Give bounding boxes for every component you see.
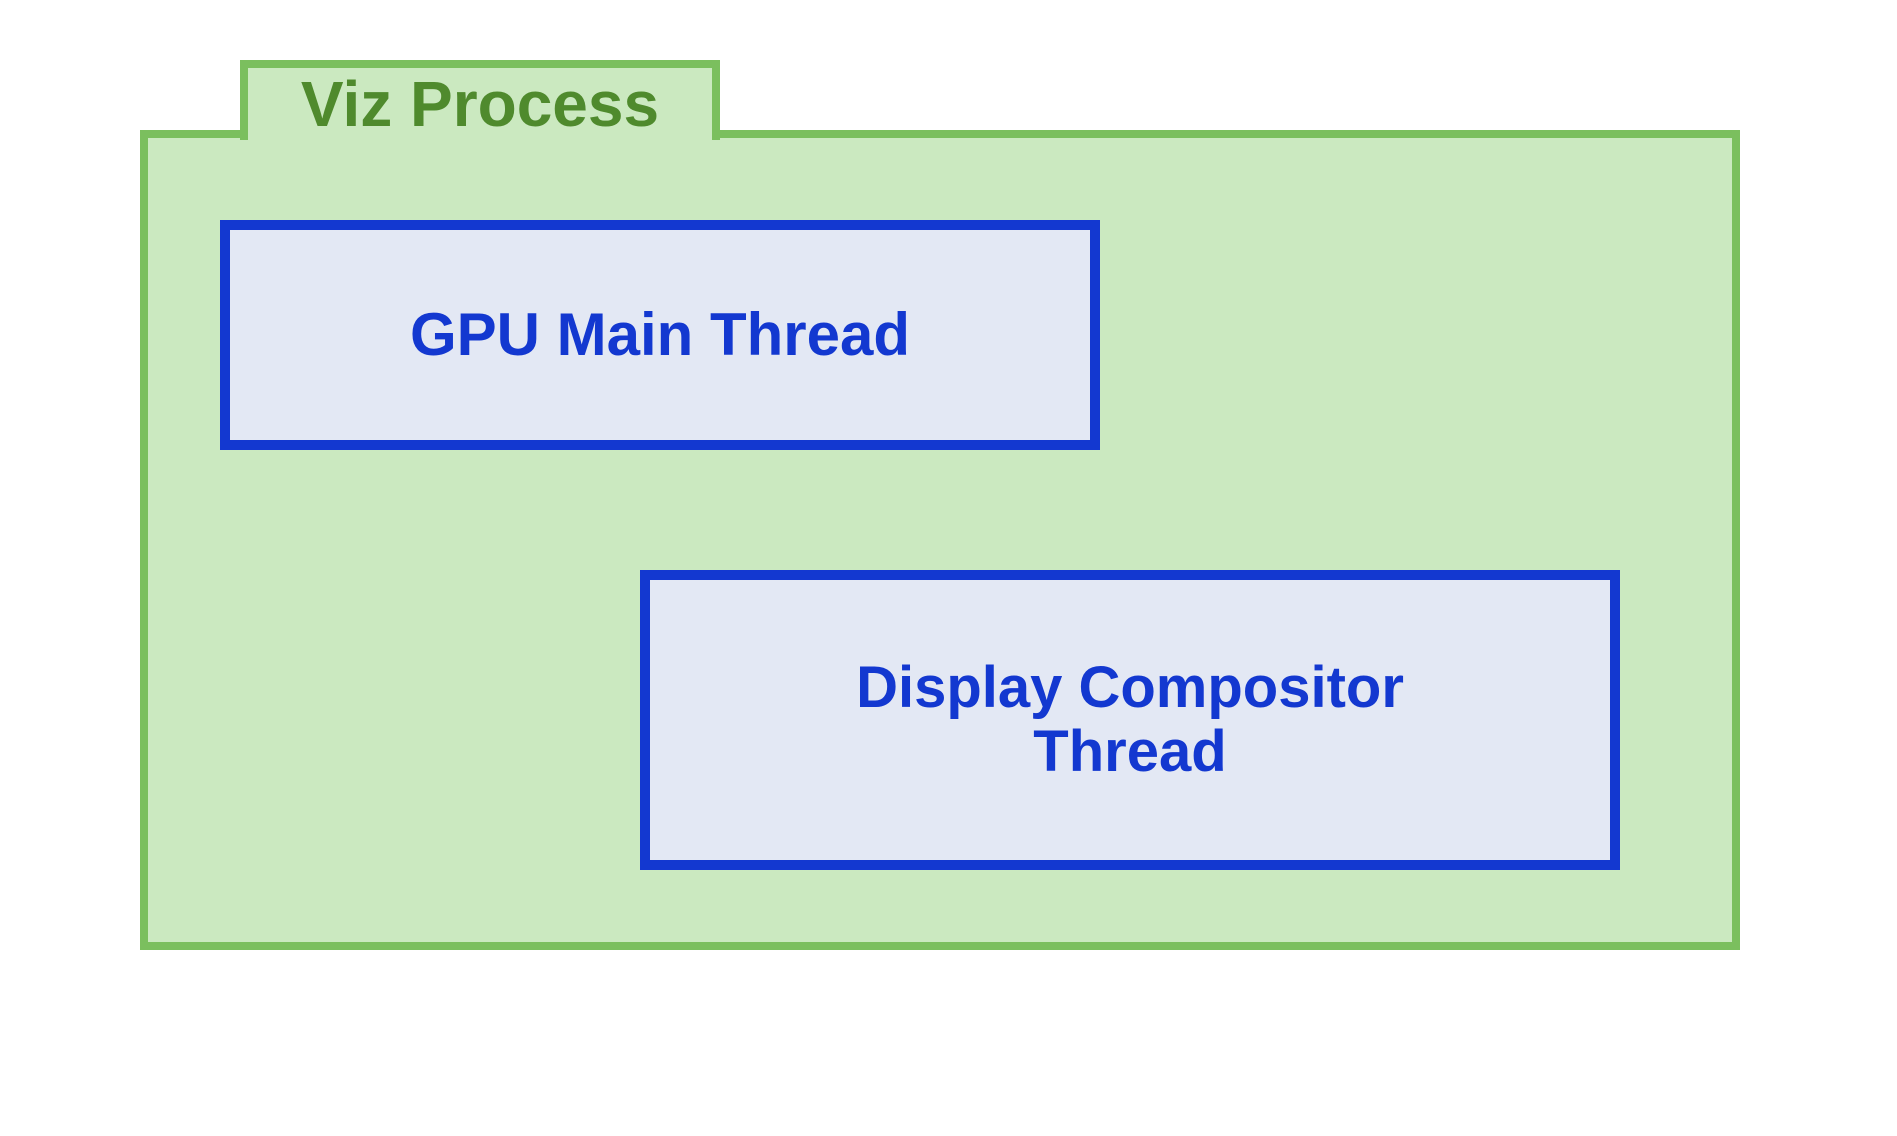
display-compositor-thread-box: Display Compositor Thread — [640, 570, 1620, 870]
gpu-main-thread-label: GPU Main Thread — [410, 302, 910, 368]
gpu-main-thread-box: GPU Main Thread — [220, 220, 1100, 450]
viz-process-label: Viz Process — [301, 67, 659, 141]
display-compositor-thread-label: Display Compositor Thread — [856, 656, 1404, 784]
viz-process-tab: Viz Process — [240, 60, 720, 140]
diagram-canvas: Viz Process GPU Main Thread Display Comp… — [0, 0, 1897, 1136]
